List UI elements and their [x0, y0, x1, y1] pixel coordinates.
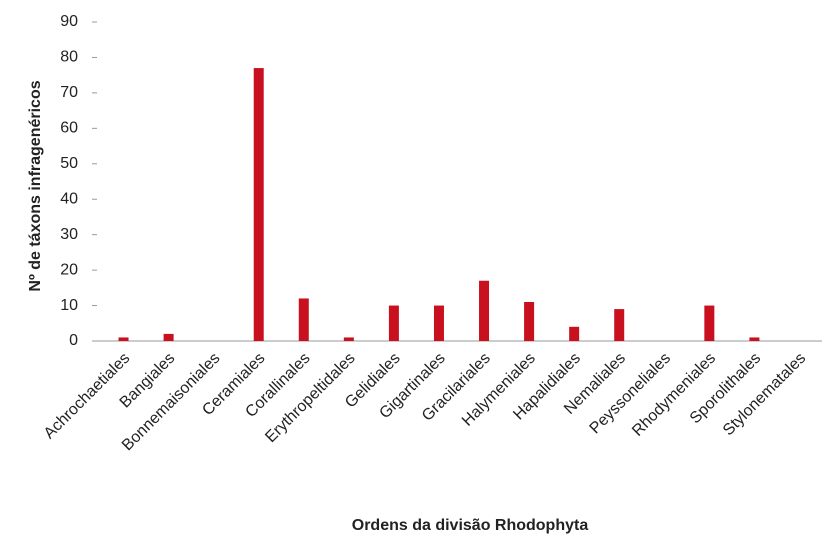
y-tick-label: 10: [60, 297, 78, 314]
y-tick-label: 70: [60, 84, 78, 101]
y-tick-label: 60: [60, 120, 78, 137]
bar: [118, 337, 129, 341]
x-tick-label: Peyssoneliales: [587, 350, 675, 438]
y-axis-title: Nº de táxons infragenéricos: [27, 80, 44, 291]
y-tick-label: 40: [60, 190, 78, 207]
bar: [524, 302, 535, 341]
bar: [433, 305, 444, 341]
x-tick-label: Rhodymeniales: [629, 350, 719, 440]
y-tick-label: 80: [60, 49, 78, 66]
bar: [704, 305, 715, 341]
bar: [343, 337, 354, 341]
x-axis-title: Ordens da divisão Rhodophyta: [352, 517, 589, 534]
y-tick-label: 50: [60, 155, 78, 172]
x-tick-label: Stylonematales: [720, 350, 809, 439]
bar: [163, 333, 174, 341]
y-tick-label: 0: [69, 332, 78, 349]
bar: [614, 309, 625, 341]
y-tick-label: 90: [60, 13, 78, 30]
y-tick-label: 20: [60, 261, 78, 278]
bar: [298, 298, 309, 341]
bar: [569, 326, 580, 341]
bar: [253, 68, 264, 342]
bar: [749, 337, 760, 341]
bar: [479, 280, 490, 341]
y-tick-label: 30: [60, 226, 78, 243]
bar: [388, 305, 399, 341]
